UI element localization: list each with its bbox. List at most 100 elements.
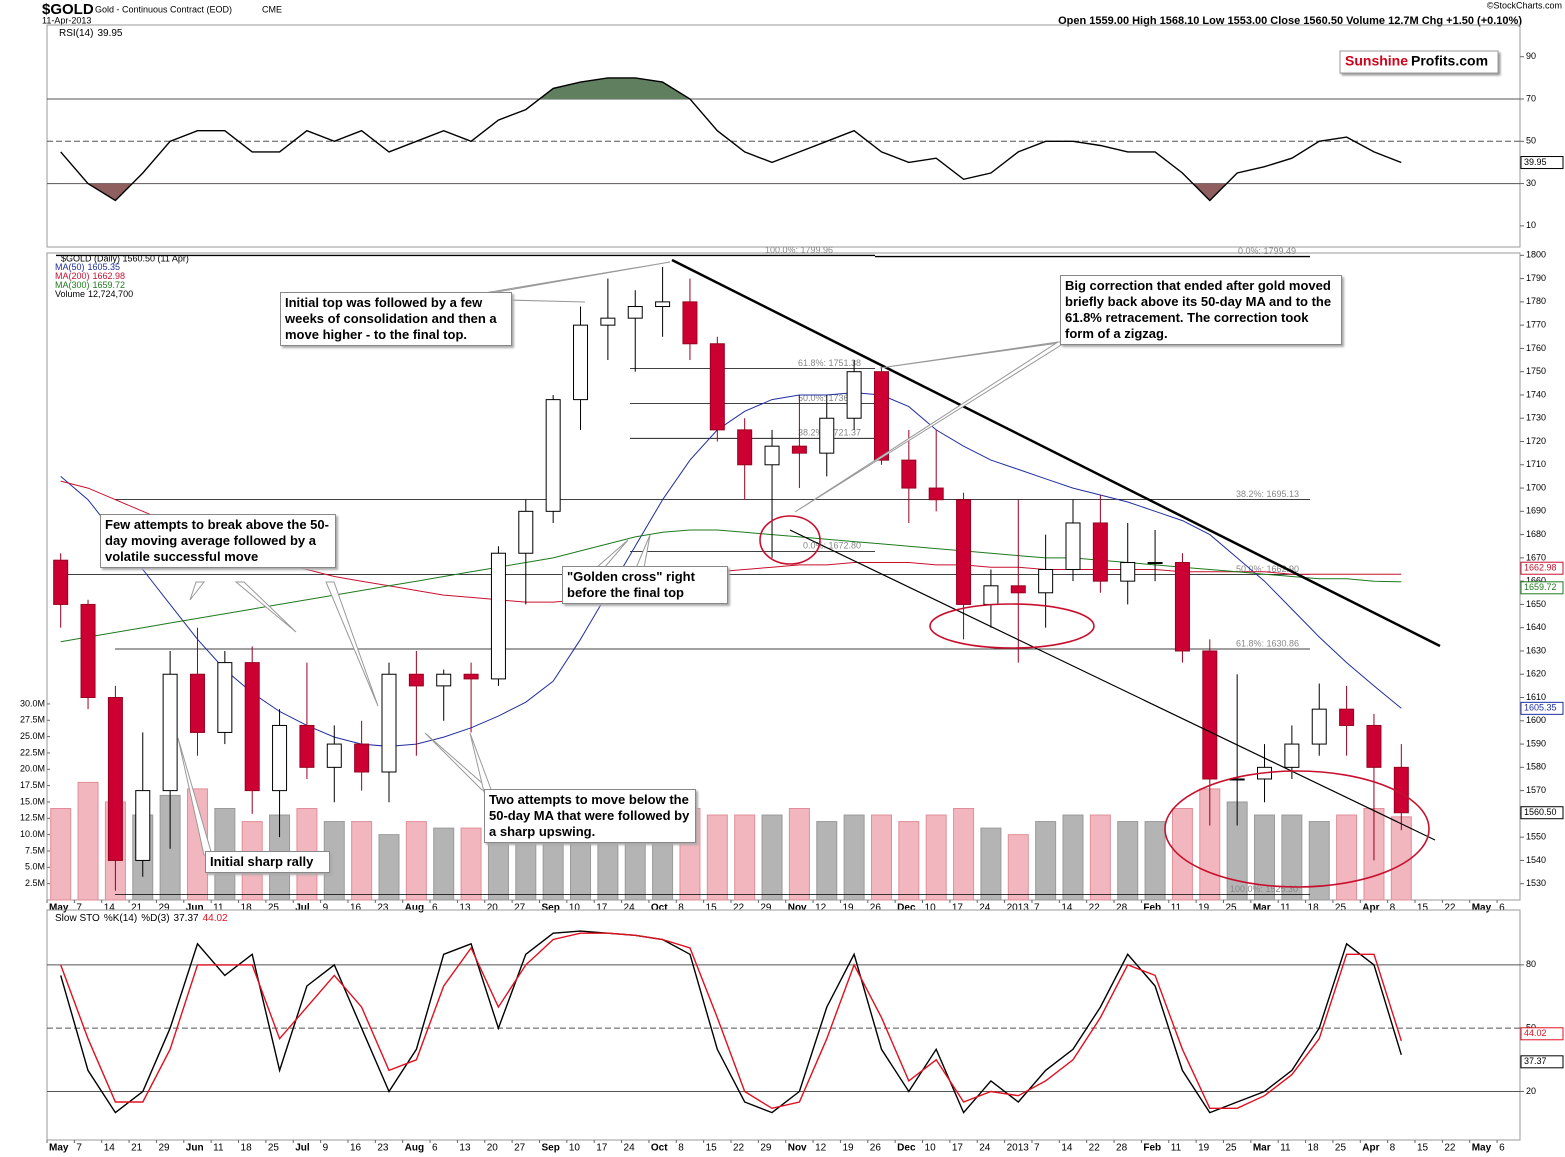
y-tick-label: 1670 <box>1526 552 1546 562</box>
legend-name: MA(200) <box>55 271 90 281</box>
x-tick-label: 17 <box>952 903 964 914</box>
candle-body <box>983 585 999 605</box>
legend: RSI(14) 39.95 <box>59 28 123 39</box>
x-tick-label: 24 <box>624 903 636 914</box>
x-tick-label: 13 <box>459 1143 471 1154</box>
callout-pointer <box>500 299 586 303</box>
candle-body <box>627 306 643 319</box>
x-tick-label: 25 <box>268 903 280 914</box>
logo-black: Profits.com <box>1411 53 1488 69</box>
fib-label: 100.0%: 1799.96 <box>765 245 833 255</box>
y-tick-label: 1680 <box>1526 529 1546 539</box>
x-tick-label: Jun <box>186 903 204 914</box>
x-tick-label: 11 <box>1171 1143 1182 1154</box>
y-tick-label: 1630 <box>1526 645 1546 655</box>
callout-pointer <box>465 261 671 297</box>
y-tick-label: 1570 <box>1526 785 1546 795</box>
x-tick-label: 29 <box>760 1143 772 1154</box>
symbol: $GOLD <box>42 1 94 18</box>
x-tick-label: 11 <box>213 1143 224 1154</box>
fib-label: 61.8%: 1630.86 <box>1236 638 1299 648</box>
candle-body <box>600 317 616 326</box>
x-tick-label: 24 <box>979 903 991 914</box>
candle-body <box>1010 585 1026 594</box>
description: Gold - Continuous Contract (EOD) <box>95 4 232 14</box>
x-tick-label: May <box>1472 903 1492 914</box>
fib-label: 50.0%: 1736.38 <box>798 393 861 403</box>
y-tick-label: 10 <box>1526 220 1536 230</box>
volume-bar <box>1171 808 1193 901</box>
x-tick-label: Aug <box>405 903 424 914</box>
value-tag <box>1520 1055 1564 1069</box>
x-tick-label: Aug <box>405 1143 424 1154</box>
candle-body <box>381 673 397 773</box>
candle-body <box>709 343 725 431</box>
x-tick-label: 16 <box>350 903 362 914</box>
value-tag-label: 44.02 <box>1524 1028 1547 1038</box>
logo-red: Sunshine <box>1345 53 1408 69</box>
x-tick-label: 10 <box>569 903 581 914</box>
candle-body <box>272 724 288 792</box>
x-tick-label: 25 <box>1225 1143 1237 1154</box>
credit: ©StockCharts.com <box>1487 0 1562 10</box>
volume-bar <box>351 821 373 901</box>
x-tick-label: 24 <box>624 1143 636 1154</box>
legend-value: 39.95 <box>97 28 122 39</box>
legend: MA(200) 1662.98 <box>55 271 125 281</box>
y-tick-label: 90 <box>1526 51 1536 61</box>
x-tick-label: 21 <box>131 903 143 914</box>
legend-title: Slow STO <box>55 913 100 924</box>
moving-average <box>60 392 1402 747</box>
x-tick-label: 11 <box>1280 903 1291 914</box>
x-tick-label: 23 <box>377 1143 389 1154</box>
x-tick-label: 10 <box>925 903 937 914</box>
legend: MA(50) 1605.35 <box>55 262 120 272</box>
value-tag-label: 37.37 <box>1524 1056 1547 1066</box>
x-tick-label: 21 <box>131 1143 143 1154</box>
candle-body <box>1284 743 1300 768</box>
y-tick-label: 1550 <box>1526 832 1546 842</box>
candle-body <box>408 673 424 687</box>
candle-body <box>189 673 205 733</box>
candle-body <box>655 301 671 308</box>
legend-value: 12,724,700 <box>88 289 133 299</box>
y-tick-label: 1760 <box>1526 343 1546 353</box>
volume-bar <box>1117 821 1139 901</box>
x-tick-label: 25 <box>1335 1143 1347 1154</box>
x-tick-label: May <box>49 903 69 914</box>
x-tick-label: 22 <box>1089 1143 1101 1154</box>
y-tick-label: 1530 <box>1526 878 1546 888</box>
panel-frame <box>46 909 1521 1141</box>
fib-label: 0.0%: 1672.80 <box>803 541 861 551</box>
y-tick-label: 20 <box>1526 1086 1536 1096</box>
x-tick-label: 28 <box>1116 903 1128 914</box>
x-tick-label: 17 <box>952 1143 964 1154</box>
candle-body <box>490 552 506 680</box>
volume-bar <box>898 821 920 901</box>
volume-bar <box>433 827 455 901</box>
x-tick-label: 11 <box>1171 903 1182 914</box>
x-tick-label: Feb <box>1143 1143 1161 1154</box>
trend-line <box>671 258 1441 648</box>
volume-bar <box>761 814 783 901</box>
candle-body <box>956 499 972 605</box>
x-tick-label: 25 <box>268 1143 280 1154</box>
candle-body <box>573 324 589 401</box>
candle-body <box>1147 562 1163 565</box>
x-tick-label: Jul <box>295 1143 310 1154</box>
volume-bar <box>1308 821 1330 901</box>
candle-body <box>1038 569 1054 594</box>
callout: Initial top was followed by a few weeks … <box>280 292 512 346</box>
candle-body <box>1229 778 1245 781</box>
volume-bar <box>734 814 756 901</box>
x-tick-label: 11 <box>1280 1143 1291 1154</box>
y-tick-label: 1660 <box>1526 576 1546 586</box>
y-tick-label: 1540 <box>1526 855 1546 865</box>
volume-bar <box>1144 821 1166 901</box>
value-tag <box>1520 1027 1564 1041</box>
x-tick-label: Oct <box>651 1143 668 1154</box>
candle-body <box>1092 522 1108 582</box>
legend-title: $GOLD (Daily) 1560.50 (11 Apr) <box>61 253 189 263</box>
x-tick-label: Sep <box>541 903 559 914</box>
